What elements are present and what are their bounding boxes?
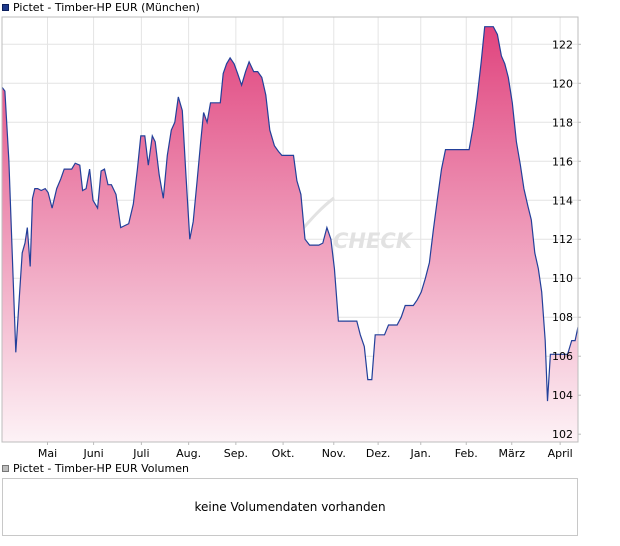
y-tick-label: 114 [552, 194, 573, 207]
x-tick-label: Dez. [366, 447, 391, 460]
x-tick-label: Sep. [224, 447, 248, 460]
x-tick-label: Okt. [272, 447, 295, 460]
y-tick-label: 106 [552, 350, 573, 363]
price-legend: Pictet - Timber-HP EUR (München) [2, 0, 200, 14]
y-axis: 102 104 106 108 110 112 114 116 118 120 122 [552, 38, 581, 441]
y-tick-label: 112 [552, 233, 573, 246]
x-tick-label: März [498, 447, 525, 460]
volume-panel: keine Volumendaten vorhanden [2, 478, 578, 536]
watermark-text: CHECK [333, 229, 414, 253]
x-tick-label: Juni [82, 447, 103, 460]
x-tick-label: Mai [38, 447, 57, 460]
x-tick-label: Feb. [455, 447, 478, 460]
price-line [1, 26, 579, 402]
y-tick-label: 110 [552, 272, 573, 285]
y-tick-label: 118 [552, 116, 573, 129]
y-tick-label: 122 [552, 38, 573, 51]
volume-empty-message: keine Volumendaten vorhanden [194, 500, 386, 514]
plot-border [1, 16, 579, 443]
price-area [2, 26, 578, 442]
volume-legend-label: Pictet - Timber-HP EUR Volumen [13, 461, 189, 475]
x-axis: Mai Juni Juli Aug. Sep. Okt. Nov. Dez. Jan. Feb. M… [38, 442, 573, 460]
price-legend-label: Pictet - Timber-HP EUR (München) [13, 0, 200, 14]
x-tick-label: Juli [132, 447, 149, 460]
x-tick-label: Aug. [176, 447, 201, 460]
x-tick-label: April [548, 447, 573, 460]
x-tick-label: Nov. [322, 447, 346, 460]
x-tick-label: Jan. [410, 447, 431, 460]
price-legend-swatch [2, 3, 9, 11]
y-tick-label: 120 [552, 77, 573, 90]
y-tick-label: 102 [552, 428, 573, 441]
price-chart: CHECK 102104106108110112114116118120122 … [1, 16, 581, 460]
y-tick-label: 116 [552, 155, 573, 168]
y-tick-label: 104 [552, 389, 573, 402]
volume-legend-swatch [2, 464, 9, 472]
y-tick-label: 108 [552, 311, 573, 324]
volume-legend: Pictet - Timber-HP EUR Volumen [2, 461, 189, 475]
